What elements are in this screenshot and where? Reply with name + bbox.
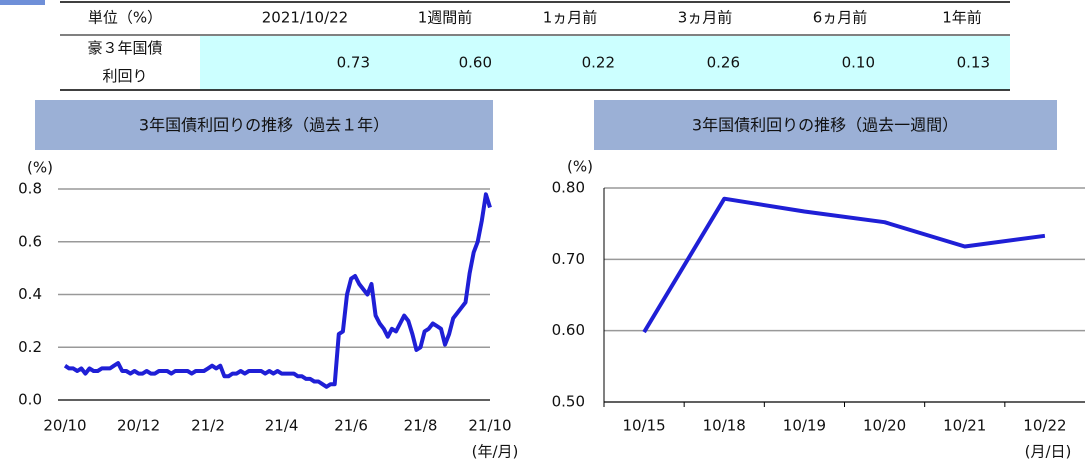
table-highlight: [200, 36, 1010, 90]
y-tick-label: 0.8: [18, 180, 42, 198]
title-box: [35, 100, 493, 150]
table-value: 0.73: [337, 54, 370, 72]
x-tick-label: 21/6: [334, 417, 368, 435]
y-axis-label: (%): [567, 158, 593, 176]
table-header: 3ヵ月前: [678, 9, 733, 27]
x-tick-label: 20/10: [43, 417, 86, 435]
y-tick-label: 0.60: [552, 321, 585, 339]
y-tick-label: 0.80: [552, 179, 585, 197]
x-tick-label: 10/20: [863, 417, 906, 435]
data-line: [642, 196, 1046, 334]
y-tick-label: 0.2: [18, 338, 42, 356]
table-value: 0.60: [459, 54, 492, 72]
table-header: 1週間前: [418, 9, 473, 27]
y-tick-label: 0.0: [18, 391, 42, 409]
y-tick-label: 0.70: [552, 250, 585, 268]
x-tick-label: 21/2: [191, 417, 225, 435]
chart-title: 3年国債利回りの推移（過去１年）: [139, 116, 389, 135]
x-tick-label: 21/10: [468, 417, 511, 435]
table-header: 2021/10/22: [262, 9, 348, 27]
data-line: [63, 192, 492, 389]
x-tick-label: 10/15: [622, 417, 665, 435]
table-value: 0.22: [582, 54, 615, 72]
table-header: 1年前: [942, 9, 982, 27]
table-header: 1ヵ月前: [543, 9, 598, 27]
x-tick-label: 10/21: [943, 417, 986, 435]
y-tick-label: 0.4: [18, 285, 42, 303]
chart-title: 3年国債利回りの推移（過去一週間）: [692, 116, 958, 135]
x-tick-label: 10/22: [1023, 417, 1066, 435]
table-header: 単位（%）: [88, 9, 162, 27]
x-tick-label: 20/12: [117, 417, 160, 435]
corner-mark: [0, 0, 45, 5]
x-tick-label: 21/8: [404, 417, 438, 435]
x-axis-label: (年/月): [472, 443, 519, 461]
row-label: 豪３年国債利回り: [87, 39, 162, 85]
y-tick-label: 0.50: [552, 393, 585, 411]
table-value: 0.26: [707, 54, 740, 72]
y-tick-label: 0.6: [18, 232, 42, 250]
table-value: 0.13: [957, 54, 990, 72]
table-header: 6ヵ月前: [813, 9, 868, 27]
x-tick-label: 21/4: [265, 417, 299, 435]
x-tick-label: 10/19: [783, 417, 826, 435]
table-value: 0.10: [842, 54, 875, 72]
y-axis-label: (%): [27, 159, 53, 177]
title-box: [594, 100, 1057, 150]
x-axis-label: (月/日): [1025, 443, 1072, 461]
x-tick-label: 10/18: [703, 417, 746, 435]
